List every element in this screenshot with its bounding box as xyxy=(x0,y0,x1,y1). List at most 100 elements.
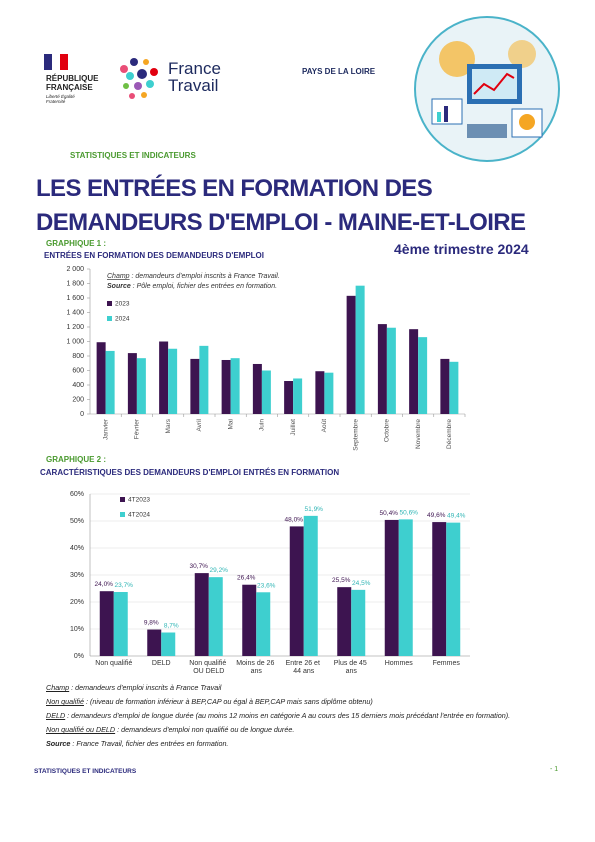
bar xyxy=(384,519,399,656)
bar xyxy=(242,584,257,656)
page-number: - 1 xyxy=(550,766,559,773)
bar xyxy=(99,591,114,656)
legend-label: 2023 xyxy=(115,301,130,308)
legend-swatch xyxy=(120,512,125,517)
bar xyxy=(230,358,240,414)
bar xyxy=(324,372,334,414)
x-tick-label: Avril xyxy=(196,418,203,431)
bar xyxy=(261,370,271,414)
note-label: Champ xyxy=(46,683,70,692)
y-tick-label: 200 xyxy=(72,396,84,403)
note-text: : demandeurs d'emploi non qualifié ou de… xyxy=(115,725,295,734)
notes: Champ : demandeurs d'emploi inscrits à F… xyxy=(46,683,566,753)
bar xyxy=(284,381,294,414)
bar xyxy=(409,329,419,414)
note-label: Non qualifié xyxy=(46,697,84,706)
y-tick-label: 40% xyxy=(70,545,84,552)
annotation-label: Champ xyxy=(107,273,130,280)
bar xyxy=(293,378,303,414)
data-label: 30,7% xyxy=(190,563,209,570)
bar xyxy=(432,522,447,656)
note-label: Non qualifié ou DELD xyxy=(46,725,116,734)
y-tick-label: 1 600 xyxy=(66,295,84,302)
bar xyxy=(386,327,396,414)
bar xyxy=(190,358,200,414)
y-tick-label: 0% xyxy=(74,653,84,660)
bar xyxy=(446,522,461,656)
note-text: : demandeurs d'emploi inscrits à France … xyxy=(69,683,222,692)
x-tick-label: Hommes xyxy=(385,660,414,667)
bar xyxy=(147,629,162,656)
motto: Liberté Égalité Fraternité xyxy=(46,94,75,104)
note: Non qualifié : (niveau de formation infé… xyxy=(46,697,566,706)
chart: 0 200 400 600 800 1 000 1 200 1 400 1 600 1 800 2 … xyxy=(66,266,466,451)
note: Champ : demandeurs d'emploi inscrits à F… xyxy=(46,683,566,692)
y-tick-label: 10% xyxy=(70,626,84,633)
x-tick-label: Novembre xyxy=(415,419,422,449)
legend-swatch xyxy=(120,497,125,502)
bar xyxy=(159,341,169,414)
bar xyxy=(351,589,366,656)
note: Non qualifié ou DELD : demandeurs d'empl… xyxy=(46,725,566,734)
x-tick-label: Septembre xyxy=(352,419,359,451)
x-tick-label: Janvier xyxy=(102,418,109,440)
brand-logo xyxy=(120,58,158,99)
illustration xyxy=(414,16,560,162)
page-title: LES ENTRÉES EN FORMATION DES DEMANDEURS … xyxy=(36,175,526,236)
y-tick-label: 1 400 xyxy=(66,309,84,316)
bar xyxy=(127,353,137,414)
data-label: 23,7% xyxy=(115,582,134,589)
bar xyxy=(440,358,450,414)
data-label: 23,6% xyxy=(257,582,276,589)
x-tick-label: Juillet xyxy=(290,419,297,436)
note-label: DELD xyxy=(46,711,66,720)
y-tick-label: 1 000 xyxy=(66,338,84,345)
x-tick-label: Entre 26 et 44 ans xyxy=(286,660,322,675)
data-label: 25,5% xyxy=(332,577,351,584)
bar xyxy=(418,337,428,414)
data-label: 49,6% xyxy=(427,512,446,519)
legend-label: 4T2023 xyxy=(128,497,150,504)
x-tick-label: Femmes xyxy=(433,660,461,667)
y-tick-label: 60% xyxy=(70,491,84,498)
data-label: 26,4% xyxy=(237,575,256,582)
bar xyxy=(252,363,262,414)
x-tick-label: Juin xyxy=(259,419,266,431)
period: 4ème trimestre 2024 xyxy=(394,241,529,257)
chart-title: CARACTÉRISTIQUES DES DEMANDEURS D'EMPLOI… xyxy=(40,468,340,477)
legend-label: 4T2024 xyxy=(128,512,150,519)
y-tick-label: 600 xyxy=(72,367,84,374)
bar xyxy=(136,358,146,414)
annotation-text: : demandeurs d'emploi inscrits à France … xyxy=(130,273,280,280)
x-tick-label: Octobre xyxy=(384,419,391,443)
note-text: : (niveau de formation inférieur à BEP,C… xyxy=(83,697,373,706)
bar xyxy=(303,515,318,656)
bar xyxy=(289,526,304,656)
bar xyxy=(315,371,325,414)
y-tick-label: 20% xyxy=(70,599,84,606)
bar xyxy=(168,348,178,414)
x-tick-label: Mars xyxy=(165,418,172,433)
data-label: 49,4% xyxy=(447,513,466,520)
bar xyxy=(346,295,356,414)
bar xyxy=(105,350,115,414)
bar xyxy=(113,592,128,656)
bar xyxy=(194,573,209,656)
data-label: 50,4% xyxy=(380,510,399,517)
x-tick-label: DELD xyxy=(152,660,171,667)
chart-label: GRAPHIQUE 2 : xyxy=(46,455,107,464)
x-tick-label: Moins de 26 ans xyxy=(236,660,276,675)
x-tick-label: Août xyxy=(321,419,328,433)
x-tick-label: Non qualifié OU DELD xyxy=(189,660,228,675)
bar xyxy=(337,587,352,656)
note-text: : France Travail, fichier des entrées en… xyxy=(70,739,229,748)
footer: STATISTIQUES ET INDICATEURS xyxy=(34,768,137,775)
flag-logo xyxy=(44,54,68,70)
x-tick-label: Plus de 45 ans xyxy=(334,660,369,675)
x-tick-label: Décembre xyxy=(446,419,453,449)
bar xyxy=(208,577,223,656)
annotation-text: : Pôle emploi, fichier des entrées en fo… xyxy=(131,283,277,290)
data-label: 29,2% xyxy=(210,567,229,574)
